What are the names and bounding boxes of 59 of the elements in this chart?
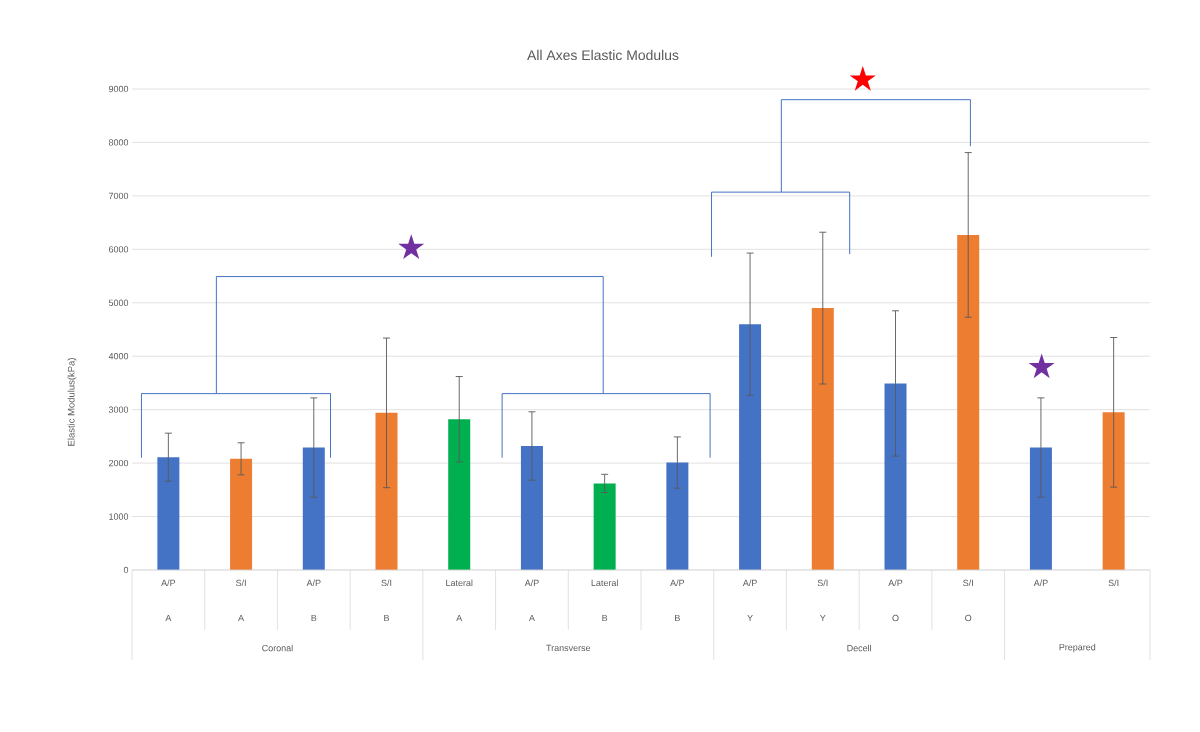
x-tick-label: S/I <box>381 579 392 587</box>
y-tick-label: 4000 <box>108 353 129 360</box>
text: A <box>165 614 172 622</box>
y-tick-label: 8000 <box>108 139 129 146</box>
text: B <box>602 614 608 622</box>
bar <box>230 458 253 570</box>
bar <box>666 462 689 570</box>
bar <box>157 457 180 570</box>
x-tick-label: A/P <box>742 579 757 587</box>
bar <box>1102 412 1125 570</box>
bar <box>884 383 907 570</box>
x-tick-label: S/I <box>236 579 246 587</box>
text: Decell <box>847 644 871 652</box>
x-tick-label: S/I <box>1108 579 1119 587</box>
y-tick-label: 1000 <box>109 513 129 520</box>
text: A <box>528 614 535 622</box>
text: Y <box>820 614 826 622</box>
text: Coronal <box>262 644 293 652</box>
text: Y <box>747 614 753 622</box>
text: B <box>384 614 390 622</box>
text: B <box>675 614 680 622</box>
x-tick-label: A/P <box>888 579 903 587</box>
y-tick-label: 5000 <box>108 299 129 306</box>
text: O <box>965 614 972 622</box>
text: Transverse <box>546 644 591 652</box>
text: Prepared <box>1059 643 1096 653</box>
annotation: ★ <box>849 65 876 91</box>
bar <box>520 445 543 570</box>
bar <box>302 447 325 570</box>
bar <box>1029 447 1052 570</box>
bar <box>448 419 471 570</box>
x-tick-label: A/P <box>161 579 176 587</box>
x-tick-label: S/I <box>963 579 973 587</box>
annotation: ★ <box>1028 353 1055 379</box>
y-tick-label: 6000 <box>109 246 129 253</box>
x-tick-label: A/P <box>306 579 321 587</box>
text: A <box>238 614 245 622</box>
y-axis-title: Elastic Modulus(kPa) <box>67 358 77 446</box>
bar <box>375 412 398 570</box>
bar <box>593 483 616 570</box>
annotation: ★ <box>398 234 425 259</box>
y-tick-label: 0 <box>123 566 129 574</box>
x-tick-label: Lateral <box>446 579 473 587</box>
text: A <box>456 614 463 622</box>
y-tick-label: 9000 <box>108 85 129 93</box>
text: B <box>311 614 317 622</box>
x-tick-label: A/P <box>670 579 685 587</box>
y-tick-label: 3000 <box>108 406 129 413</box>
bar <box>739 324 762 570</box>
x-tick-label: Lateral <box>591 579 618 587</box>
x-tick-label: S/I <box>817 579 828 587</box>
chart-title: All Axes Elastic Modulus <box>527 49 679 61</box>
bar <box>957 234 980 570</box>
y-tick-label: 7000 <box>109 192 129 200</box>
x-tick-label: A/P <box>1033 579 1048 587</box>
bar <box>811 308 834 570</box>
x-tick-label: A/P <box>524 579 539 587</box>
y-tick-label: 2000 <box>109 459 129 467</box>
text: O <box>892 614 899 622</box>
